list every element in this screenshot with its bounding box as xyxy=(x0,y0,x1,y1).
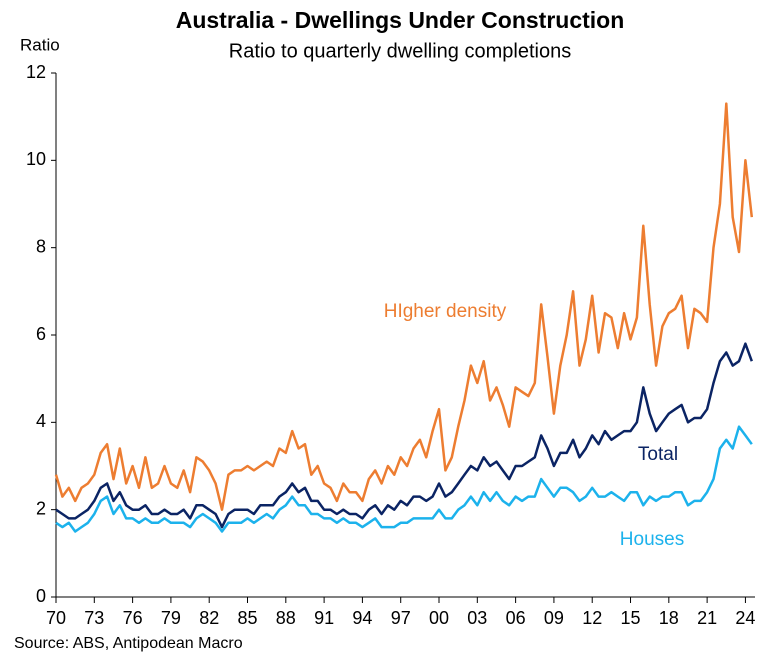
x-tick-label: 12 xyxy=(582,608,602,628)
series-label: Total xyxy=(638,444,678,465)
y-axis-label: Ratio xyxy=(20,35,60,54)
series-label: HIgher density xyxy=(384,301,507,322)
source-note: Source: ABS, Antipodean Macro xyxy=(14,635,243,652)
x-tick-label: 21 xyxy=(697,608,717,628)
x-tick-label: 91 xyxy=(314,608,334,628)
x-tick-label: 09 xyxy=(544,608,564,628)
series-line xyxy=(54,102,754,511)
x-tick-label: 03 xyxy=(467,608,487,628)
y-tick-label: 2 xyxy=(36,498,46,518)
x-tick-label: 15 xyxy=(621,608,641,628)
x-tick-label: 24 xyxy=(735,608,755,628)
x-tick-label: 73 xyxy=(84,608,104,628)
x-tick-label: 94 xyxy=(352,608,372,628)
y-tick-label: 12 xyxy=(26,62,46,82)
chart-subtitle: Ratio to quarterly dwelling completions xyxy=(229,40,571,62)
chart-title: Australia - Dwellings Under Construction xyxy=(176,7,625,33)
y-tick-label: 6 xyxy=(36,324,46,344)
x-tick-label: 82 xyxy=(199,608,219,628)
x-tick-label: 76 xyxy=(123,608,143,628)
series-label: Houses xyxy=(620,529,684,550)
y-tick-label: 0 xyxy=(36,586,46,606)
x-tick-label: 88 xyxy=(276,608,296,628)
series-line xyxy=(55,342,753,529)
x-tick-label: 97 xyxy=(391,608,411,628)
y-tick-label: 4 xyxy=(36,411,46,431)
x-tick-label: 06 xyxy=(506,608,526,628)
series-line xyxy=(55,425,753,533)
x-tick-label: 18 xyxy=(659,608,679,628)
x-tick-label: 70 xyxy=(46,608,66,628)
y-tick-label: 8 xyxy=(36,236,46,256)
x-tick-label: 79 xyxy=(161,608,181,628)
x-tick-label: 00 xyxy=(429,608,449,628)
x-tick-label: 85 xyxy=(237,608,257,628)
y-tick-label: 10 xyxy=(26,149,46,169)
